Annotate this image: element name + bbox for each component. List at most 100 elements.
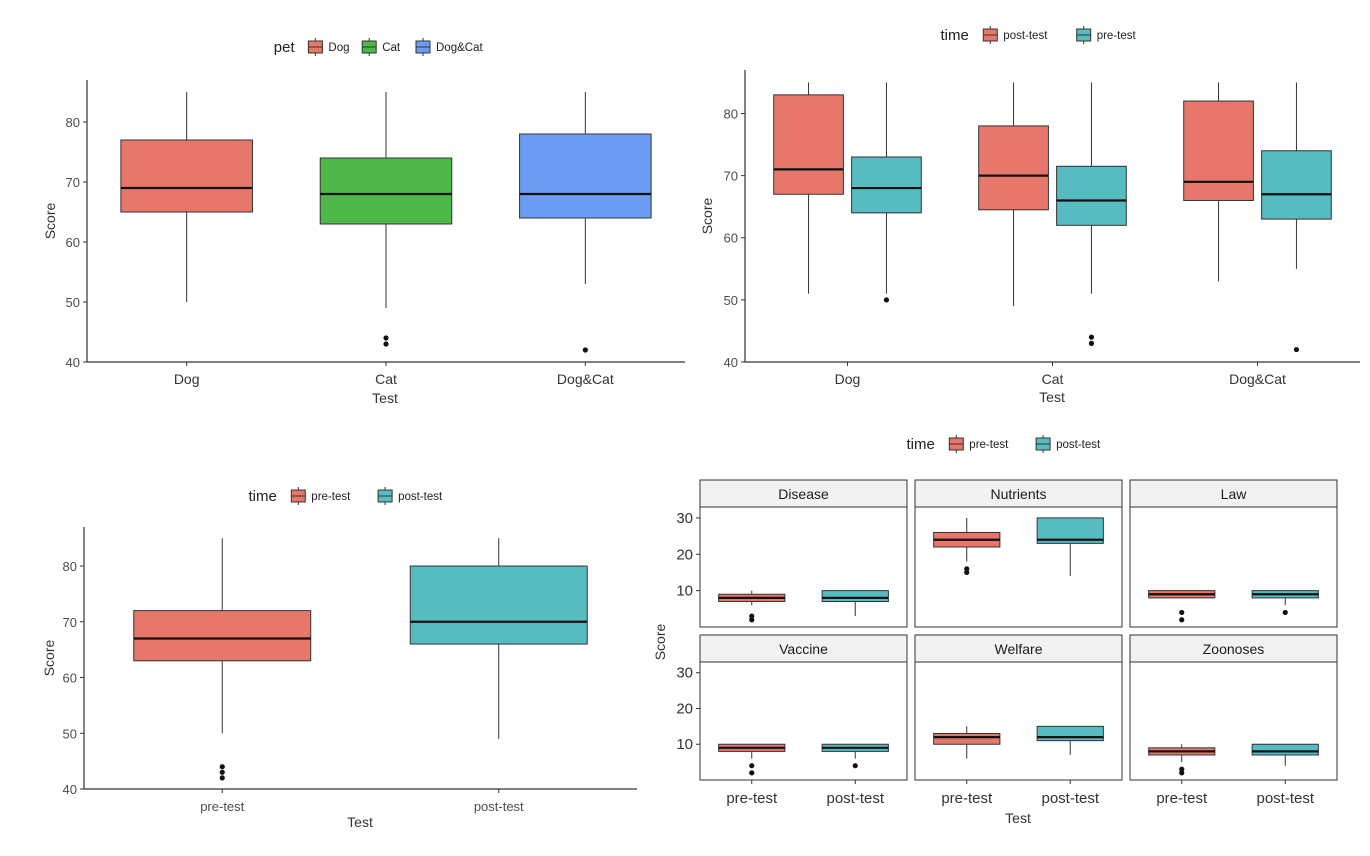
outlier-point <box>383 335 389 341</box>
y-tick-label: 40 <box>63 782 77 797</box>
x-axis-title: Test <box>347 814 373 830</box>
facet-panel <box>1129 506 1338 628</box>
box-iqr <box>319 157 453 225</box>
box-cat-pre-test <box>1056 82 1127 346</box>
y-ticks: 40 50 60 70 80 <box>66 115 87 370</box>
box-group <box>133 538 588 781</box>
outlier-point <box>219 769 225 775</box>
outlier-point <box>1088 340 1095 346</box>
legend-label-post-test: post-test <box>1056 439 1101 451</box>
y-ticks: 40 50 60 70 80 <box>724 106 745 370</box>
x-axis-title: Test <box>372 390 398 406</box>
outlier-point <box>582 347 588 353</box>
x-axis-title: Test <box>1005 810 1031 826</box>
facet-welfare: Welfare pre-test post-test <box>914 634 1123 807</box>
box-dog <box>120 92 253 302</box>
y-axis-title: Score <box>699 198 715 235</box>
facet-strip-label: Nutrients <box>990 486 1046 502</box>
box-vaccine-post-test <box>821 743 889 769</box>
box-iqr <box>409 565 588 645</box>
outlier-point <box>219 764 225 770</box>
y-tick-label: 10 <box>676 583 693 600</box>
box-post-test <box>409 538 588 739</box>
x-ticks: Dog Cat Dog&Cat <box>174 362 614 387</box>
legend-label-cat: Cat <box>382 42 401 54</box>
y-tick-label: 80 <box>63 559 77 574</box>
box-iqr <box>978 125 1049 211</box>
x-tick-label: Dog&Cat <box>1229 371 1286 387</box>
facet-strip <box>699 479 908 508</box>
facet-panel <box>1129 661 1338 781</box>
box-iqr <box>519 133 652 219</box>
facet-disease: Disease 10 20 30 <box>676 479 908 628</box>
y-tick-label: 70 <box>63 615 77 630</box>
x-tick-label: Cat <box>1042 371 1064 387</box>
facet-strip-label: Welfare <box>995 641 1043 657</box>
x-tick-label: Dog&Cat <box>557 371 614 387</box>
box-nutrients-pre-test <box>933 517 1001 576</box>
legend-label-dog-and-cat: Dog&Cat <box>436 42 483 54</box>
facet-strip-label: Zoonoses <box>1203 641 1264 657</box>
y-tick-label: 40 <box>66 355 80 370</box>
box-disease-pre-test <box>718 590 786 623</box>
x-tick-label: post-test <box>474 799 524 814</box>
box-disease-post-test <box>821 590 889 617</box>
facet-strip-label: Vaccine <box>779 641 828 657</box>
x-tick-label: Cat <box>375 371 397 387</box>
x-tick-label: pre-test <box>726 790 778 807</box>
facet-zoonoses: Zoonoses pre-test post-test <box>1129 634 1338 807</box>
box-nutrients-post-test <box>1036 517 1104 577</box>
legend-title: time <box>249 488 277 505</box>
y-tick-label: 70 <box>724 169 738 184</box>
box-iqr <box>1183 100 1254 201</box>
box-iqr <box>1251 743 1319 756</box>
y-tick-label: 20 <box>676 546 693 563</box>
box-iqr <box>851 156 922 214</box>
y-tick-label: 30 <box>676 510 693 527</box>
x-tick-label: post-test <box>1041 790 1099 807</box>
outlier-point <box>1179 770 1185 776</box>
facet-strip-label: Law <box>1221 486 1248 502</box>
y-axis-title: Score <box>41 640 57 677</box>
x-tick-label: post-test <box>1256 790 1314 807</box>
box-cat-post-test <box>978 82 1049 307</box>
box-iqr <box>1056 165 1127 226</box>
outlier-point <box>964 566 970 572</box>
box-law-pre-test <box>1148 590 1216 623</box>
x-axis-title: Test <box>1039 389 1065 405</box>
box-iqr <box>1036 725 1104 742</box>
legend-title: pet <box>274 39 296 56</box>
facet-law: Law <box>1129 479 1338 628</box>
y-tick-label: 80 <box>724 106 738 121</box>
legend-title: time <box>907 436 935 453</box>
box-dog-and-cat-pre-test <box>1261 82 1332 353</box>
chart-pet-scores: pet Dog Cat Dog&Cat 40 50 60 70 80 Dog Cat Dog&Ca… <box>42 38 685 406</box>
outlier-point <box>852 763 858 769</box>
y-tick-label: 10 <box>676 736 693 753</box>
box-iqr <box>821 590 889 603</box>
box-dog-pre-test <box>851 82 922 303</box>
legend-time: time post-test pre-test <box>941 26 1136 44</box>
box-welfare-post-test <box>1036 725 1104 755</box>
facet-strip <box>914 479 1123 508</box>
legend-title: time <box>941 27 969 44</box>
chart-pre-post: time pre-test post-test 40 50 60 70 80 pre-tes… <box>41 487 637 830</box>
outlier-point <box>964 569 970 576</box>
x-tick-label: pre-test <box>200 799 244 814</box>
x-tick-label: pre-test <box>941 790 993 807</box>
box-dog-and-cat <box>519 92 652 353</box>
y-tick-label: 60 <box>724 231 738 246</box>
facet-grid: Disease 10 20 30 Nutrients Law Vaccine 10 20 30 pr… <box>676 479 1338 807</box>
legend-label-post-test: post-test <box>398 491 443 503</box>
box-welfare-pre-test <box>933 726 1001 759</box>
legend-label-pre-test: pre-test <box>969 439 1009 451</box>
outlier-point <box>383 341 389 347</box>
x-tick-label: post-test <box>826 790 884 807</box>
y-tick-label: 60 <box>63 671 77 686</box>
legend-time: time pre-test post-test <box>249 487 443 505</box>
box-zoonoses-post-test <box>1251 743 1319 766</box>
x-ticks: pre-test post-test <box>200 789 524 814</box>
outlier-point <box>749 617 755 623</box>
